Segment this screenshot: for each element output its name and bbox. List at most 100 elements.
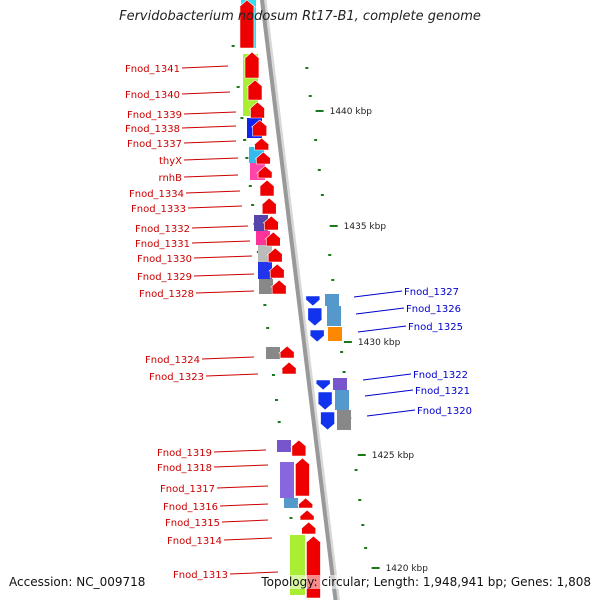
gene-label-left: Fnod_1331 (135, 239, 190, 250)
gene-leader-line (185, 190, 241, 194)
gene-label-left: Fnod_1317 (160, 484, 215, 495)
gene-label-right: Fnod_1322 (413, 370, 468, 381)
gene-leader-line (357, 325, 407, 333)
gene-leader-line (181, 65, 229, 69)
gene-leader-line (216, 485, 269, 489)
gene-leader-line (205, 373, 259, 377)
gene-label-left: rnhB (159, 173, 183, 184)
scale-label: 1430 kbp (358, 338, 401, 348)
gene-label-left: Fnod_1314 (167, 536, 222, 547)
forward-gene-arrow (243, 51, 261, 79)
forward-gene-arrow (270, 279, 288, 295)
gene-label-left: Fnod_1319 (157, 448, 212, 459)
feature-box (328, 327, 342, 341)
feature-box (259, 279, 273, 294)
forward-gene-arrow (252, 137, 271, 151)
forward-gene-arrow (238, 0, 256, 49)
feature-box (327, 306, 341, 326)
scale-label: 1425 kbp (372, 451, 415, 461)
gene-leader-line (366, 409, 416, 417)
gene-label-right: Fnod_1320 (417, 406, 472, 417)
feature-box (333, 378, 347, 390)
forward-gene-arrow (256, 165, 274, 179)
forward-gene-arrow (264, 231, 283, 247)
gene-leader-line (183, 157, 239, 161)
forward-gene-arrow (248, 101, 267, 119)
forward-gene-arrow (258, 179, 276, 197)
feature-box (335, 390, 349, 410)
forward-gene-arrow (298, 509, 316, 521)
forward-gene-arrow (290, 439, 308, 457)
gene-leader-line (219, 503, 269, 507)
gene-label-left: Fnod_1332 (135, 224, 190, 235)
backbone-line (259, 0, 339, 604)
gene-label-left: thyX (159, 156, 182, 167)
accession-text: Accession: NC_009718 (9, 575, 146, 589)
gene-leader-line (195, 290, 255, 294)
feature-box (280, 462, 294, 498)
feature-box (258, 262, 272, 279)
gene-leader-line (183, 174, 239, 178)
forward-gene-arrow (299, 521, 318, 535)
gene-label-left: Fnod_1334 (129, 189, 184, 200)
forward-gene-arrow (266, 247, 285, 263)
forward-gene-arrow (268, 263, 286, 279)
forward-gene-arrow (278, 345, 296, 359)
gene-leader-line (181, 91, 231, 95)
gene-label-left: Fnod_1339 (127, 110, 182, 121)
scale-label: 1420 kbp (386, 564, 429, 574)
genome-summary-text: Topology: circular; Length: 1,948,941 bp… (261, 575, 591, 589)
gene-label-right: Fnod_1326 (406, 304, 461, 315)
gene-leader-line (201, 356, 255, 360)
scale-label: 1440 kbp (330, 107, 373, 117)
reverse-gene-arrow (306, 307, 324, 327)
gene-label-left: Fnod_1338 (125, 124, 180, 135)
forward-gene-arrow (262, 215, 281, 231)
gene-leader-line (193, 273, 255, 277)
feature-box (277, 440, 291, 452)
gene-leader-line (362, 373, 412, 381)
gene-label-left: Fnod_1329 (137, 272, 192, 283)
gene-leader-line (213, 464, 269, 468)
gene-leader-line (223, 537, 273, 541)
forward-gene-arrow (296, 497, 315, 509)
gene-label-left: Fnod_1328 (139, 289, 194, 300)
feature-box (337, 410, 351, 430)
gene-leader-line (353, 290, 403, 298)
feature-box (325, 294, 339, 306)
gene-leader-line (187, 205, 243, 209)
gene-label-right: Fnod_1327 (404, 287, 459, 298)
gene-label-left: Fnod_1318 (157, 463, 212, 474)
gene-leader-line (191, 240, 251, 244)
gene-leader-line (183, 111, 237, 115)
gene-label-left: Fnod_1330 (137, 254, 192, 265)
reverse-gene-arrow (314, 379, 332, 391)
gene-leader-line (364, 389, 414, 397)
feature-box (266, 347, 280, 359)
reverse-gene-arrow (316, 391, 334, 411)
gene-label-right: Fnod_1321 (415, 386, 470, 397)
reverse-gene-arrow (304, 295, 322, 307)
forward-gene-arrow (280, 361, 298, 375)
reverse-gene-arrow (318, 411, 337, 431)
gene-leader-line (221, 519, 269, 523)
forward-gene-arrow (246, 79, 264, 101)
gene-leader-line (191, 225, 249, 229)
gene-label-left: Fnod_1340 (125, 90, 180, 101)
gene-label-left: Fnod_1313 (173, 570, 228, 581)
gene-leader-line (181, 125, 237, 129)
forward-gene-arrow (293, 457, 312, 497)
reverse-gene-arrow (308, 329, 326, 343)
gene-leader-line (229, 571, 279, 575)
forward-gene-arrow (254, 151, 273, 165)
gene-leader-line (183, 140, 237, 144)
gene-label-left: Fnod_1316 (163, 502, 218, 513)
backbone-shadow (263, 0, 341, 604)
gene-leader-line (355, 307, 405, 315)
gene-label-left: Fnod_1324 (145, 355, 200, 366)
gene-label-left: Fnod_1337 (127, 139, 182, 150)
scale-label: 1435 kbp (344, 222, 387, 232)
forward-gene-arrow (260, 197, 279, 215)
